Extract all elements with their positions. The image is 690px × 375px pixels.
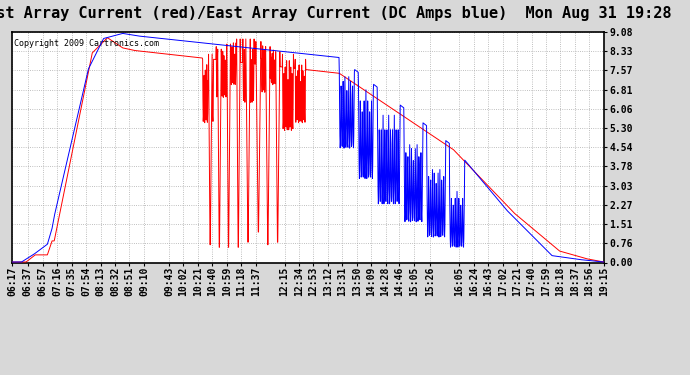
Text: Copyright 2009 Cartronics.com: Copyright 2009 Cartronics.com: [14, 39, 159, 48]
Text: West Array Current (red)/East Array Current (DC Amps blue)  Mon Aug 31 19:28: West Array Current (red)/East Array Curr…: [0, 6, 671, 21]
